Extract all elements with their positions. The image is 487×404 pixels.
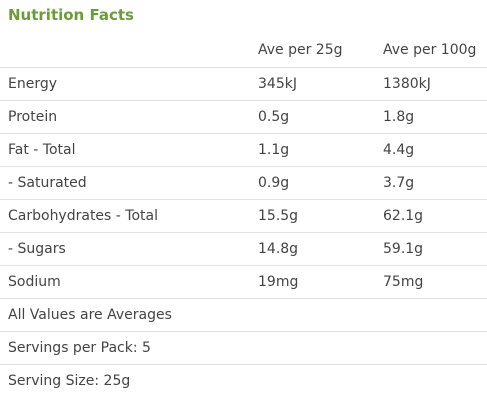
cell: 19mg: [258, 274, 299, 290]
cell: 15.5g: [258, 208, 299, 224]
table-row: Protein 0.5g 1.8g: [0, 100, 487, 133]
table-row: Sodium 19mg 75mg: [0, 265, 487, 298]
cell: Fat - Total: [8, 142, 76, 158]
title: Nutrition Facts: [8, 6, 134, 24]
cell: 1.1g: [258, 142, 290, 158]
cell: Ave per 25g: [258, 42, 343, 58]
cell: Sodium: [8, 274, 61, 290]
cell: Protein: [8, 109, 58, 125]
cell: Serving Size: 25g: [8, 373, 131, 389]
cell: Ave per 100g: [383, 42, 477, 58]
note-row: Serving Size: 25g: [0, 364, 487, 397]
cell: Carbohydrates - Total: [8, 208, 158, 224]
table-row: - Saturated 0.9g 3.7g: [0, 166, 487, 199]
table-row: Carbohydrates - Total 15.5g 62.1g: [0, 199, 487, 232]
cell: 1380kJ: [383, 76, 431, 92]
cell: 0.5g: [258, 109, 290, 125]
cell: - Sugars: [8, 241, 66, 257]
table-row: Energy 345kJ 1380kJ: [0, 67, 487, 100]
cell: All Values are Averages: [8, 307, 172, 323]
cell: - Saturated: [8, 175, 87, 191]
cell: 4.4g: [383, 142, 415, 158]
cell: 0.9g: [258, 175, 290, 191]
cell: 75mg: [383, 274, 424, 290]
note-row: All Values are Averages: [0, 298, 487, 331]
cell: 3.7g: [383, 175, 415, 191]
table-row: - Sugars 14.8g 59.1g: [0, 232, 487, 265]
note-row: Servings per Pack: 5: [0, 331, 487, 364]
cell: 14.8g: [258, 241, 299, 257]
cell: Energy: [8, 76, 58, 92]
cell: 62.1g: [383, 208, 424, 224]
cell: 59.1g: [383, 241, 424, 257]
table-row: Fat - Total 1.1g 4.4g: [0, 133, 487, 166]
header-row: Ave per 25g Ave per 100g: [0, 34, 487, 67]
cell: 345kJ: [258, 76, 297, 92]
cell: Servings per Pack: 5: [8, 340, 151, 356]
cell: 1.8g: [383, 109, 415, 125]
